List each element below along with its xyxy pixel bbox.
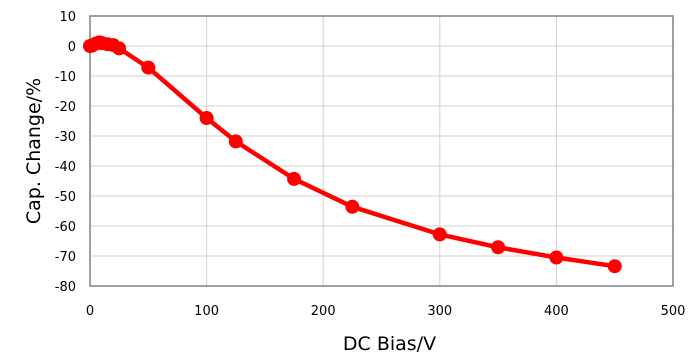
- y-tick-label: -80: [55, 280, 76, 295]
- series-layer: [83, 35, 622, 274]
- plot-area-frame: [89, 15, 674, 287]
- x-axis-tick-labels: 0 100 200 300 400 500: [86, 304, 686, 319]
- y-tick-label: -60: [55, 220, 76, 235]
- data-point: [112, 41, 127, 56]
- y-tick-label: -10: [55, 70, 76, 85]
- y-tick-label: -70: [55, 250, 76, 265]
- data-point: [432, 227, 447, 242]
- y-tick-label: -20: [55, 100, 76, 115]
- data-point: [491, 240, 506, 255]
- data-point: [199, 111, 214, 125]
- grid-lines: [89, 15, 674, 287]
- y-tick-label: 10: [59, 10, 76, 25]
- y-axis-tick-labels: 10 0 -10 -20 -30 -40 -50 -60 -70 -80: [55, 10, 76, 295]
- x-axis-title: DC Bias/V: [343, 333, 436, 353]
- x-tick-label: 100: [194, 304, 219, 319]
- data-point: [549, 250, 564, 265]
- data-point: [287, 171, 302, 186]
- data-point: [607, 259, 622, 274]
- y-tick-label: -40: [55, 160, 76, 175]
- data-point: [228, 134, 243, 149]
- x-tick-label: 500: [661, 304, 686, 319]
- y-axis-title: Cap. Change/%: [23, 78, 45, 224]
- y-tick-label: -50: [55, 190, 76, 205]
- x-tick-label: 400: [544, 304, 569, 319]
- y-tick-label: 0: [68, 40, 76, 55]
- x-tick-label: 0: [86, 304, 94, 319]
- y-tick-label: -30: [55, 130, 76, 145]
- x-tick-label: 200: [311, 304, 336, 319]
- x-tick-label: 300: [427, 304, 452, 319]
- data-point: [345, 199, 360, 214]
- data-point: [141, 60, 156, 75]
